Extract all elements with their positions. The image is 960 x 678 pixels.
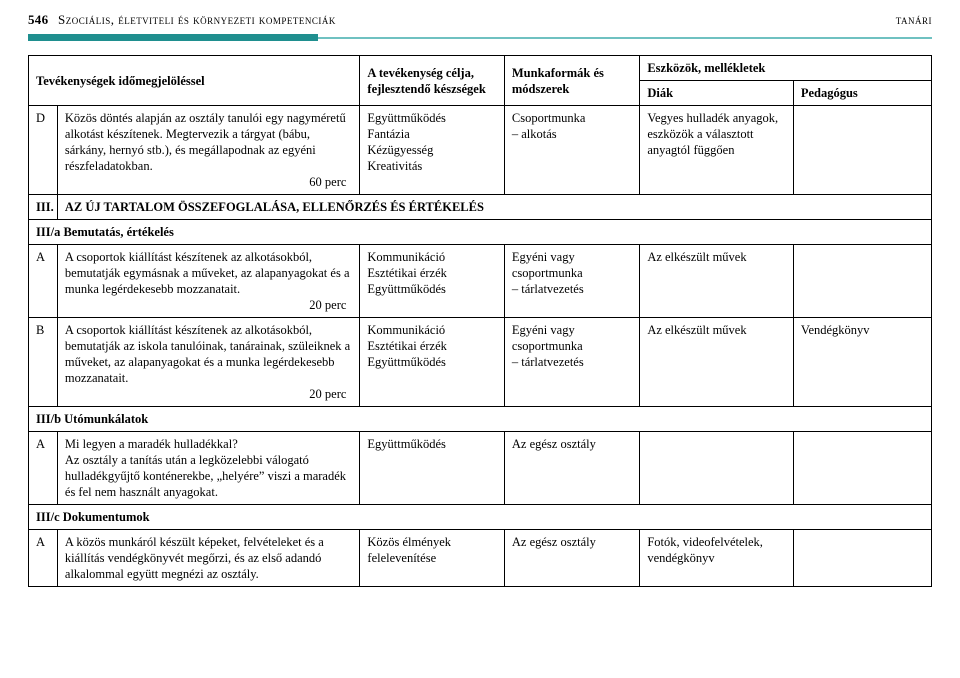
activity-text: A csoportok kiállítást készítenek az alk…	[65, 250, 350, 296]
cell-student: Az elkészült művek	[640, 318, 794, 407]
cell-activity: Közös döntés alapján az osztály tanulói …	[57, 106, 360, 195]
table-subsection-row: III/a Bemutatás, értékelés	[29, 220, 932, 245]
cell-student: Vegyes hulladék anyagok, eszközök a vála…	[640, 106, 794, 195]
page: 546 Szociális, életviteli és környezeti …	[0, 0, 960, 587]
activity-duration: 20 perc	[65, 297, 353, 313]
cell-student: Fotók, videofelvételek, vendégkönyv	[640, 530, 794, 587]
cell-teacher	[793, 530, 931, 587]
th-teacher: Pedagógus	[793, 81, 931, 106]
header-title-right: tanári	[896, 12, 932, 28]
cell-goal: Közös élmények felelevenítése	[360, 530, 504, 587]
cell-student	[640, 432, 794, 505]
subsection-title: III/b Utómunkálatok	[29, 407, 932, 432]
activity-duration: 60 perc	[65, 174, 353, 190]
header-rule-dark	[28, 34, 318, 41]
cell-forms: Egyéni vagy csoportmunka – tárlatvezetés	[504, 245, 639, 318]
section-title: AZ ÚJ TARTALOM ÖSSZEFOGLALÁSA, ELLENŐRZÉ…	[57, 195, 931, 220]
cell-activity: A csoportok kiállítást készítenek az alk…	[57, 245, 360, 318]
cell-goal: Kommunikáció Esztétikai érzék Együttműkö…	[360, 318, 504, 407]
subsection-title: III/a Bemutatás, értékelés	[29, 220, 932, 245]
cell-teacher	[793, 245, 931, 318]
cell-teacher	[793, 432, 931, 505]
cell-activity: Mi legyen a maradék hulladékkal? Az oszt…	[57, 432, 360, 505]
cell-activity: A közös munkáról készült képeket, felvét…	[57, 530, 360, 587]
lesson-table: Tevékenységek időmegjelöléssel A tevéken…	[28, 55, 932, 587]
cell-student: Az elkészült művek	[640, 245, 794, 318]
subsection-title: III/c Dokumentumok	[29, 505, 932, 530]
header-rule	[28, 34, 932, 41]
section-label: III.	[29, 195, 58, 220]
table-row: B A csoportok kiállítást készítenek az a…	[29, 318, 932, 407]
row-label: B	[29, 318, 58, 407]
th-tools: Eszközök, mellékletek	[640, 56, 932, 81]
table-section-row: III. AZ ÚJ TARTALOM ÖSSZEFOGLALÁSA, ELLE…	[29, 195, 932, 220]
cell-forms: Az egész osztály	[504, 530, 639, 587]
cell-teacher: Vendégkönyv	[793, 318, 931, 407]
row-label: A	[29, 530, 58, 587]
table-row: D Közös döntés alapján az osztály tanuló…	[29, 106, 932, 195]
cell-teacher	[793, 106, 931, 195]
cell-goal: Együttműködés Fantázia Kézügyesség Kreat…	[360, 106, 504, 195]
th-goal: A tevékenység célja, fejlesztendő készsé…	[360, 56, 504, 106]
th-student: Diák	[640, 81, 794, 106]
cell-forms: Az egész osztály	[504, 432, 639, 505]
cell-activity: A csoportok kiállítást készítenek az alk…	[57, 318, 360, 407]
cell-forms: Egyéni vagy csoportmunka – tárlatvezetés	[504, 318, 639, 407]
table-row: A A csoportok kiállítást készítenek az a…	[29, 245, 932, 318]
th-forms: Munkaformák és módszerek	[504, 56, 639, 106]
row-label: D	[29, 106, 58, 195]
table-subsection-row: III/b Utómunkálatok	[29, 407, 932, 432]
cell-goal: Kommunikáció Esztétikai érzék Együttműkö…	[360, 245, 504, 318]
header-left: 546 Szociális, életviteli és környezeti …	[28, 12, 336, 28]
page-number: 546	[28, 12, 54, 27]
table-head-row-1: Tevékenységek időmegjelöléssel A tevéken…	[29, 56, 932, 81]
table-subsection-row: III/c Dokumentumok	[29, 505, 932, 530]
cell-goal: Együttműködés	[360, 432, 504, 505]
row-label: A	[29, 245, 58, 318]
cell-forms: Csoportmunka – alkotás	[504, 106, 639, 195]
th-activities: Tevékenységek időmegjelöléssel	[29, 56, 360, 106]
activity-text: A csoportok kiállítást készítenek az alk…	[65, 323, 350, 385]
header-title-left: Szociális, életviteli és környezeti komp…	[58, 12, 336, 27]
running-header: 546 Szociális, életviteli és környezeti …	[28, 12, 932, 28]
activity-duration: 20 perc	[65, 386, 353, 402]
row-label: A	[29, 432, 58, 505]
header-rule-light	[318, 37, 932, 39]
activity-text: Közös döntés alapján az osztály tanulói …	[65, 111, 346, 173]
table-row: A A közös munkáról készült képeket, felv…	[29, 530, 932, 587]
table-row: A Mi legyen a maradék hulladékkal? Az os…	[29, 432, 932, 505]
